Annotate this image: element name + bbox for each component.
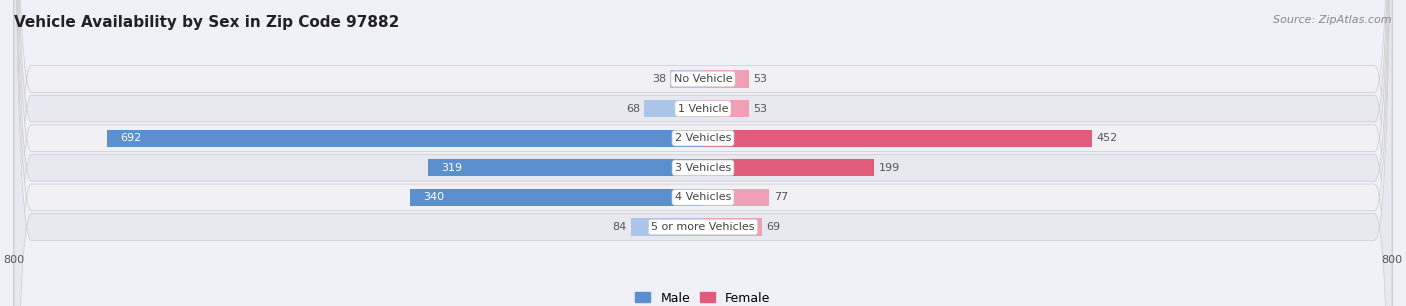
Legend: Male, Female: Male, Female — [631, 288, 775, 306]
FancyBboxPatch shape — [14, 0, 1392, 306]
Bar — [671, 70, 703, 88]
Text: 38: 38 — [652, 74, 666, 84]
Text: Vehicle Availability by Sex in Zip Code 97882: Vehicle Availability by Sex in Zip Code … — [14, 15, 399, 30]
Text: 319: 319 — [441, 163, 463, 173]
Text: 340: 340 — [423, 192, 444, 203]
Bar — [703, 130, 1092, 147]
Bar — [703, 100, 748, 117]
Text: 77: 77 — [773, 192, 787, 203]
FancyBboxPatch shape — [14, 0, 1392, 306]
Bar — [107, 130, 703, 147]
Text: 452: 452 — [1097, 133, 1118, 143]
Bar — [429, 159, 703, 176]
Text: 2 Vehicles: 2 Vehicles — [675, 133, 731, 143]
Text: 68: 68 — [626, 103, 640, 114]
FancyBboxPatch shape — [14, 0, 1392, 306]
Bar — [644, 100, 703, 117]
Text: 3 Vehicles: 3 Vehicles — [675, 163, 731, 173]
Bar — [703, 218, 762, 236]
Bar — [703, 159, 875, 176]
Text: 199: 199 — [879, 163, 900, 173]
Bar — [703, 189, 769, 206]
FancyBboxPatch shape — [14, 0, 1392, 306]
FancyBboxPatch shape — [14, 0, 1392, 306]
Text: 84: 84 — [612, 222, 626, 232]
Bar — [411, 189, 703, 206]
Bar — [631, 218, 703, 236]
Text: 4 Vehicles: 4 Vehicles — [675, 192, 731, 203]
Text: Source: ZipAtlas.com: Source: ZipAtlas.com — [1274, 15, 1392, 25]
Text: 69: 69 — [766, 222, 780, 232]
Text: 53: 53 — [754, 103, 766, 114]
Bar — [703, 70, 748, 88]
Text: 1 Vehicle: 1 Vehicle — [678, 103, 728, 114]
Text: No Vehicle: No Vehicle — [673, 74, 733, 84]
Text: 692: 692 — [120, 133, 141, 143]
Text: 5 or more Vehicles: 5 or more Vehicles — [651, 222, 755, 232]
FancyBboxPatch shape — [14, 0, 1392, 306]
Text: 53: 53 — [754, 74, 766, 84]
